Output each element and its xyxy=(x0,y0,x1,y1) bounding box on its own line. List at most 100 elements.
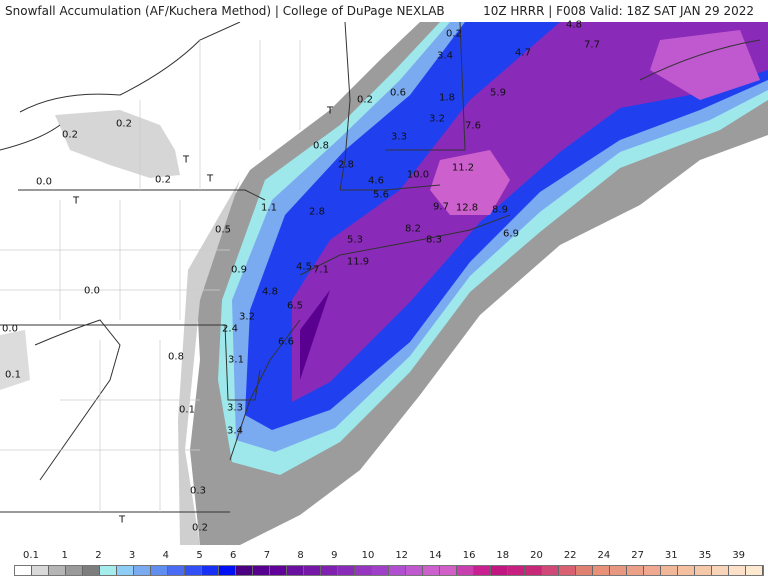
colorbar-swatch xyxy=(474,566,491,575)
colorbar-swatch xyxy=(746,566,763,575)
snowfall-label: 1.8 xyxy=(439,92,455,104)
colorbar-tick-label: 8 xyxy=(297,550,304,561)
colorbar-swatch xyxy=(270,566,287,575)
snowfall-label: 4.7 xyxy=(515,47,531,59)
colorbar-swatch xyxy=(576,566,593,575)
snowfall-label: 0.0 xyxy=(2,323,18,335)
snowfall-label: 4.8 xyxy=(566,19,582,31)
colorbar-swatch xyxy=(117,566,134,575)
snowfall-label: 11.2 xyxy=(451,162,475,174)
colorbar-swatch xyxy=(134,566,151,575)
county-lines xyxy=(0,40,301,512)
colorbar-swatch xyxy=(695,566,712,575)
colorbar-tick-label: 16 xyxy=(462,550,476,561)
colorbar-swatch xyxy=(525,566,542,575)
colorbar-swatch xyxy=(389,566,406,575)
borders xyxy=(0,22,761,513)
colorbar-swatch xyxy=(100,566,117,575)
colorbar-tick-label: 3 xyxy=(128,550,136,561)
colorbar-tick-label: 31 xyxy=(664,550,678,561)
colorbar-tick-label: 1 xyxy=(61,550,68,561)
snowfall-label: 5.6 xyxy=(373,189,389,201)
snowfall-label: 1.1 xyxy=(261,202,277,214)
colorbar-swatch xyxy=(168,566,185,575)
colorbar-swatch xyxy=(372,566,389,575)
snowfall-label: 4.5 xyxy=(296,261,312,273)
colorbar-swatch xyxy=(66,566,83,575)
snowfall-map xyxy=(0,22,768,545)
colorbar-swatch xyxy=(287,566,304,575)
snowfall-label: T xyxy=(206,173,214,185)
colorbar-tick-label: 14 xyxy=(429,550,442,561)
colorbar-swatch xyxy=(610,566,627,575)
colorbar-swatch xyxy=(32,566,49,575)
colorbar-swatch xyxy=(627,566,644,575)
colorbar-tick-label: 18 xyxy=(496,550,510,561)
colorbar-swatch xyxy=(729,566,746,575)
snowfall-label: T xyxy=(326,105,334,117)
colorbar-tick-label: 2 xyxy=(95,550,102,561)
model-run-info: 10Z HRRR | F008 Valid: 18Z SAT JAN 29 20… xyxy=(483,4,754,18)
snow-band-lightgray xyxy=(178,180,240,545)
snowfall-label: 3.2 xyxy=(429,113,445,125)
snowfall-label: 0.2 xyxy=(192,522,208,534)
colorbar-swatch xyxy=(253,566,270,575)
snowfall-label: 0.9 xyxy=(231,264,247,276)
snowfall-label: 6.9 xyxy=(503,228,519,240)
snowfall-label: 0.1 xyxy=(5,369,21,381)
snowfall-label: 3.4 xyxy=(437,50,453,62)
snow-band-magenta-ne xyxy=(650,30,760,100)
colorbar-tick-label: 35 xyxy=(698,550,712,561)
snowfall-label: 0.2 xyxy=(446,28,462,40)
colorbar-tick-label: 10 xyxy=(361,550,375,561)
snowfall-label: 0.0 xyxy=(36,176,52,188)
snowfall-label: 2.8 xyxy=(309,206,325,218)
snowfall-label: T xyxy=(182,154,190,166)
snowfall-label: 10.0 xyxy=(406,169,430,181)
colorbar-swatch xyxy=(661,566,678,575)
colorbar-tick-label: 6 xyxy=(230,550,237,561)
colorbar-tick-label: 0.1 xyxy=(23,550,39,561)
snowfall-label: 3.3 xyxy=(391,131,407,143)
colorbar-swatch xyxy=(151,566,168,575)
colorbar-swatch xyxy=(219,566,236,575)
colorbar-swatch xyxy=(457,566,474,575)
colorbar-swatch xyxy=(593,566,610,575)
colorbar-tick-label: 5 xyxy=(196,550,203,561)
colorbar-tick-label: 9 xyxy=(331,550,338,561)
colorbar-swatch xyxy=(338,566,355,575)
snowfall-label: 3.3 xyxy=(227,402,243,414)
snowfall-label: 6.5 xyxy=(287,300,303,312)
colorbar-swatch xyxy=(491,566,508,575)
snowfall-label: 0.2 xyxy=(62,129,78,141)
snowfall-label: 0.2 xyxy=(155,174,171,186)
snowfall-label: 0.2 xyxy=(116,118,132,130)
colorbar-tick-label: 24 xyxy=(597,550,611,561)
snowfall-label: 4.8 xyxy=(262,286,278,298)
snowfall-label: T xyxy=(118,514,126,526)
snowfall-label: 3.1 xyxy=(228,354,244,366)
snowfall-label: 8.3 xyxy=(426,234,442,246)
snowfall-label: 7.6 xyxy=(465,120,481,132)
colorbar-tick-label: 4 xyxy=(162,550,169,561)
colorbar-swatch xyxy=(185,566,202,575)
snowfall-label: 0.2 xyxy=(357,94,373,106)
map-title: Snowfall Accumulation (AF/Kuchera Method… xyxy=(5,4,445,18)
colorbar-swatch xyxy=(321,566,338,575)
snowfall-label: 3.4 xyxy=(227,425,243,437)
colorbar-swatch xyxy=(15,566,32,575)
colorbar-tick-label: 27 xyxy=(631,550,644,561)
snowfall-label: 8.2 xyxy=(405,223,421,235)
snowfall-label: 6.6 xyxy=(278,336,294,348)
colorbar-tick-labels: 0.1 1 2 3 4 5 6 7 8 9 10 12 14 16 18 20 22 24 27 31 35 39 xyxy=(0,550,768,564)
snowfall-label: 5.3 xyxy=(347,234,363,246)
colorbar-swatch xyxy=(678,566,695,575)
colorbar-swatch xyxy=(542,566,559,575)
snowfall-label: 2.8 xyxy=(338,159,354,171)
snowfall-label: 2.4 xyxy=(222,323,238,335)
colorbar-swatch xyxy=(83,566,100,575)
colorbar-tick-label: 7 xyxy=(263,550,271,561)
snowfall-label: 3.2 xyxy=(239,311,255,323)
snowfall-label: 5.9 xyxy=(490,87,506,99)
colorbar-swatch xyxy=(712,566,729,575)
